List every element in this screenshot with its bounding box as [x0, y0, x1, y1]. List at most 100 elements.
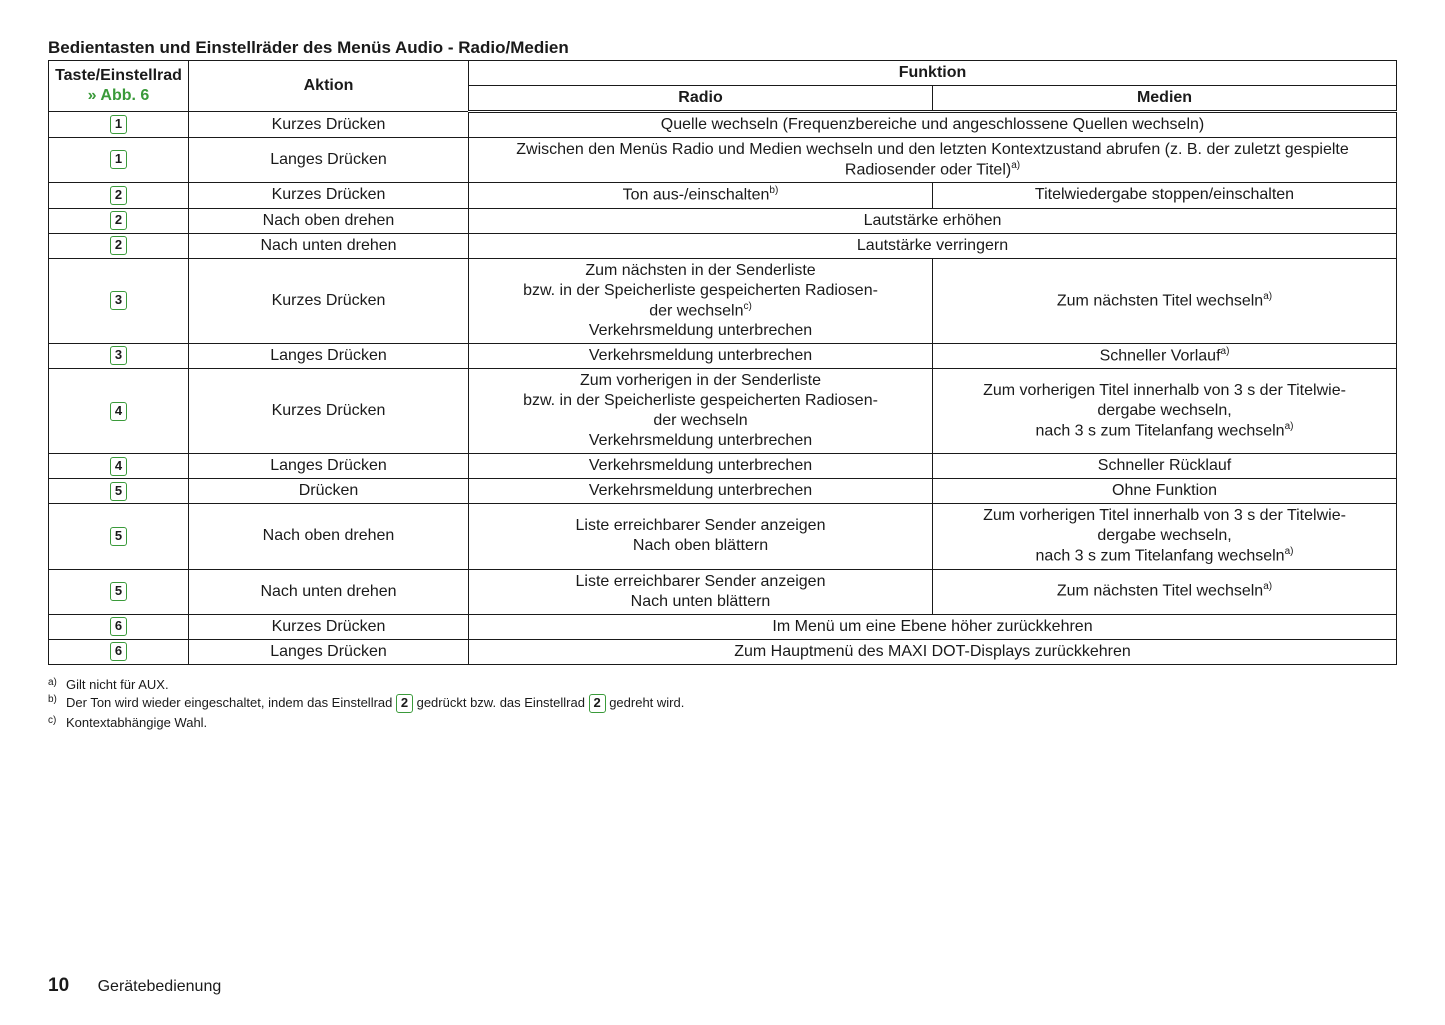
- cell-key: 4: [49, 369, 189, 454]
- key-badge: 5: [110, 582, 127, 601]
- cell-medien: Zum nächsten Titel wechselna): [933, 258, 1397, 343]
- cell-aktion: Langes Drücken: [189, 138, 469, 183]
- cell-radio: Liste erreichbarer Sender anzeigenNach o…: [469, 504, 933, 569]
- table-row: 2 Kurzes DrückenTon aus-/einschaltenb)Tit…: [49, 183, 1397, 208]
- cell-funktion-full: Zwischen den Menüs Radio und Medien wech…: [469, 138, 1397, 183]
- cell-funktion-full: Im Menü um eine Ebene höher zurückkehren: [469, 614, 1397, 639]
- footnote-marker: c): [48, 715, 60, 730]
- footnotes: a) Gilt nicht für AUX. b) Der Ton wird w…: [48, 677, 1397, 730]
- cell-aktion: Langes Drücken: [189, 343, 469, 368]
- cell-radio: Zum nächsten in der Senderlistebzw. in d…: [469, 258, 933, 343]
- cell-key: 6: [49, 614, 189, 639]
- key-badge: 1: [110, 150, 127, 169]
- cell-aktion: Nach unten drehen: [189, 233, 469, 258]
- cell-aktion: Kurzes Drücken: [189, 112, 469, 138]
- table-row: 3 Kurzes DrückenZum nächsten in der Sende…: [49, 258, 1397, 343]
- table-row: 4 Langes DrückenVerkehrsmeldung unterbrec…: [49, 454, 1397, 479]
- footnote-segment: Der Ton wird wieder eingeschaltet, indem…: [66, 695, 396, 710]
- table-row: 5 Nach unten drehenListe erreichbarer Sen…: [49, 569, 1397, 614]
- cell-key: 2: [49, 233, 189, 258]
- key-badge: 2: [396, 694, 413, 713]
- controls-table: Taste/Einstellrad » Abb. 6 Aktion Funkti…: [48, 60, 1397, 665]
- cell-medien: Schneller Rücklauf: [933, 454, 1397, 479]
- key-badge: 3: [110, 346, 127, 365]
- cell-key: 5: [49, 479, 189, 504]
- key-badge: 2: [110, 211, 127, 230]
- cell-radio: Zum vorherigen in der Senderlistebzw. in…: [469, 369, 933, 454]
- cell-aktion: Kurzes Drücken: [189, 369, 469, 454]
- key-badge: 1: [110, 115, 127, 134]
- section-name: Gerätebedienung: [98, 978, 222, 995]
- cell-aktion: Drücken: [189, 479, 469, 504]
- footnote-text: Kontextabhängige Wahl.: [66, 715, 207, 730]
- cell-funktion-full: Quelle wechseln (Frequenzbereiche und an…: [469, 112, 1397, 138]
- cell-key: 6: [49, 639, 189, 664]
- cell-radio: Verkehrsmeldung unterbrechen: [469, 343, 933, 368]
- cell-aktion: Nach oben drehen: [189, 504, 469, 569]
- table-row: 1 Langes DrückenZwischen den Menüs Radio …: [49, 138, 1397, 183]
- key-badge: 5: [110, 527, 127, 546]
- footnote-segment: gedreht wird.: [606, 695, 685, 710]
- cell-key: 1: [49, 112, 189, 138]
- cell-aktion: Langes Drücken: [189, 454, 469, 479]
- table-row: 1 Kurzes DrückenQuelle wechseln (Frequenz…: [49, 112, 1397, 138]
- cell-key: 2: [49, 208, 189, 233]
- key-badge: 6: [110, 617, 127, 636]
- cell-radio: Ton aus-/einschaltenb): [469, 183, 933, 208]
- key-badge: 4: [110, 457, 127, 476]
- key-badge: 2: [110, 186, 127, 205]
- table-row: 5 Nach oben drehenListe erreichbarer Send…: [49, 504, 1397, 569]
- footnote-marker: a): [48, 677, 60, 692]
- cell-key: 3: [49, 343, 189, 368]
- cell-medien: Schneller Vorlaufa): [933, 343, 1397, 368]
- cell-funktion-full: Lautstärke erhöhen: [469, 208, 1397, 233]
- cell-key: 2: [49, 183, 189, 208]
- footnote-text: Der Ton wird wieder eingeschaltet, indem…: [66, 694, 684, 713]
- cell-key: 3: [49, 258, 189, 343]
- table-row: 4 Kurzes DrückenZum vorherigen in der Sen…: [49, 369, 1397, 454]
- cell-medien: Zum vorherigen Titel innerhalb von 3 s d…: [933, 504, 1397, 569]
- table-row: 5 DrückenVerkehrsmeldung unterbrechenOhne…: [49, 479, 1397, 504]
- cell-aktion: Nach oben drehen: [189, 208, 469, 233]
- header-medien: Medien: [933, 86, 1397, 112]
- cell-aktion: Kurzes Drücken: [189, 614, 469, 639]
- footnote-a: a) Gilt nicht für AUX.: [48, 677, 1397, 692]
- table-row: 2Nach unten drehenLautstärke verringern: [49, 233, 1397, 258]
- key-badge: 4: [110, 402, 127, 421]
- table-row: 2 Nach oben drehenLautstärke erhöhen: [49, 208, 1397, 233]
- cell-key: 4: [49, 454, 189, 479]
- cell-medien: Titelwiedergabe stoppen/einschalten: [933, 183, 1397, 208]
- cell-key: 5: [49, 569, 189, 614]
- header-radio: Radio: [469, 86, 933, 112]
- header-taste: Taste/Einstellrad » Abb. 6: [49, 61, 189, 112]
- cell-radio: Verkehrsmeldung unterbrechen: [469, 479, 933, 504]
- key-badge: 5: [110, 482, 127, 501]
- cell-funktion-full: Zum Hauptmenü des MAXI DOT-Displays zurü…: [469, 639, 1397, 664]
- table-row: 6 Langes DrückenZum Hauptmenü des MAXI DO…: [49, 639, 1397, 664]
- footnote-c: c) Kontextabhängige Wahl.: [48, 715, 1397, 730]
- ref-link: » Abb. 6: [88, 87, 150, 104]
- key-badge: 2: [589, 694, 606, 713]
- page-footer: 10 Gerätebedienung: [48, 975, 221, 997]
- footnote-marker: b): [48, 694, 60, 713]
- footnote-b: b) Der Ton wird wieder eingeschaltet, in…: [48, 694, 1397, 713]
- table-row: 6 Kurzes DrückenIm Menü um eine Ebene höh…: [49, 614, 1397, 639]
- cell-key: 5: [49, 504, 189, 569]
- cell-key: 1: [49, 138, 189, 183]
- cell-radio: Liste erreichbarer Sender anzeigenNach u…: [469, 569, 933, 614]
- cell-aktion: Kurzes Drücken: [189, 258, 469, 343]
- cell-aktion: Langes Drücken: [189, 639, 469, 664]
- key-badge: 6: [110, 642, 127, 661]
- table-row: 3 Langes DrückenVerkehrsmeldung unterbrec…: [49, 343, 1397, 368]
- cell-aktion: Nach unten drehen: [189, 569, 469, 614]
- footnote-segment: gedrückt bzw. das Einstellrad: [413, 695, 589, 710]
- key-badge: 3: [110, 291, 127, 310]
- header-funktion: Funktion: [469, 61, 1397, 86]
- cell-medien: Zum vorherigen Titel innerhalb von 3 s d…: [933, 369, 1397, 454]
- cell-radio: Verkehrsmeldung unterbrechen: [469, 454, 933, 479]
- cell-aktion: Kurzes Drücken: [189, 183, 469, 208]
- cell-medien: Ohne Funktion: [933, 479, 1397, 504]
- page-number: 10: [48, 975, 69, 996]
- cell-medien: Zum nächsten Titel wechselna): [933, 569, 1397, 614]
- cell-funktion-full: Lautstärke verringern: [469, 233, 1397, 258]
